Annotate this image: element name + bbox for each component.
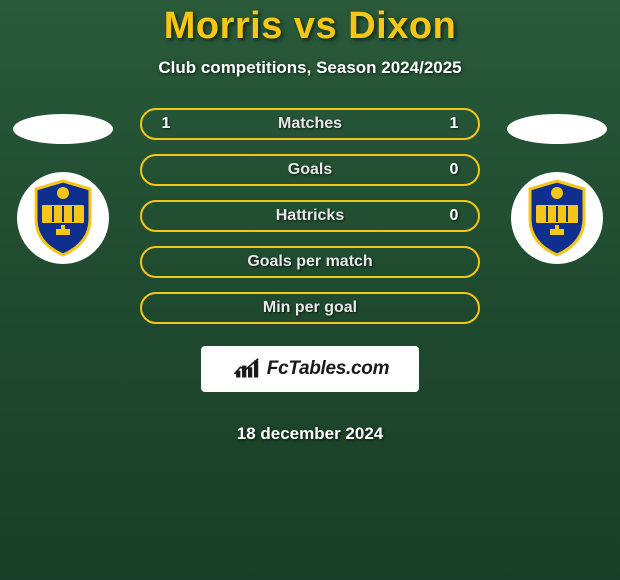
stats-column: 1 Matches 1 Goals 0 Hattricks 0 Goals pe… — [118, 108, 502, 444]
stat-row-min-per-goal: Min per goal — [140, 292, 480, 324]
stat-label: Hattricks — [176, 207, 444, 225]
stat-label: Goals — [176, 161, 444, 179]
stat-right-value: 0 — [444, 207, 464, 225]
player-left-avatar — [13, 114, 113, 144]
page-subtitle: Club competitions, Season 2024/2025 — [158, 58, 461, 78]
stat-left-value: 1 — [156, 115, 176, 133]
branding-badge[interactable]: FcTables.com — [201, 346, 419, 392]
player-right-club-crest — [511, 172, 603, 264]
right-player-column — [502, 108, 612, 264]
page-title: Morris vs Dixon — [164, 5, 457, 48]
player-right-avatar — [507, 114, 607, 144]
player-left-club-crest — [17, 172, 109, 264]
footer-date: 18 december 2024 — [237, 424, 384, 444]
left-player-column — [8, 108, 118, 264]
stat-label: Goals per match — [176, 253, 444, 271]
stat-right-value: 0 — [444, 161, 464, 179]
stat-row-matches: 1 Matches 1 — [140, 108, 480, 140]
stat-label: Min per goal — [176, 299, 444, 317]
comparison-card: Morris vs Dixon Club competitions, Seaso… — [0, 0, 620, 444]
stat-right-value: 1 — [444, 115, 464, 133]
shield-icon — [522, 179, 592, 257]
stat-row-hattricks: Hattricks 0 — [140, 200, 480, 232]
stat-label: Matches — [176, 115, 444, 133]
stat-row-goals: Goals 0 — [140, 154, 480, 186]
stat-row-goals-per-match: Goals per match — [140, 246, 480, 278]
bar-chart-icon — [231, 357, 265, 381]
branding-text: FcTables.com — [267, 358, 389, 380]
shield-icon — [28, 179, 98, 257]
main-row: 1 Matches 1 Goals 0 Hattricks 0 Goals pe… — [0, 108, 620, 444]
